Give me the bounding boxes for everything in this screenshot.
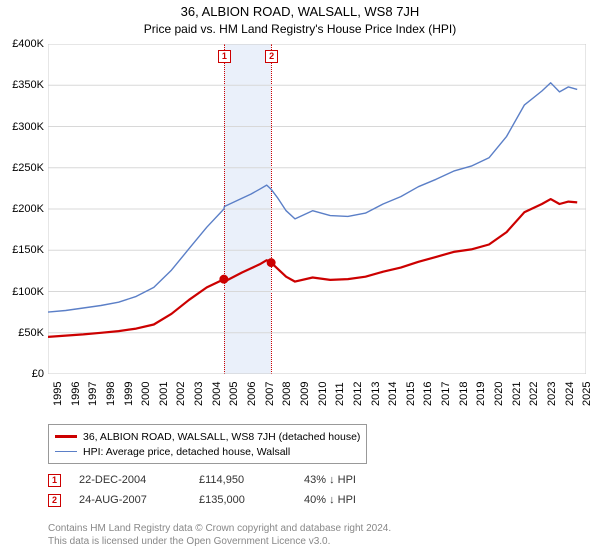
y-axis-label: £200K [0,203,44,215]
y-axis-label: £100K [0,286,44,298]
transaction-date: 24-AUG-2007 [79,494,199,506]
x-axis-label: 2019 [475,382,487,406]
x-axis-label: 2022 [528,382,540,406]
transaction-marker: 2 [48,494,61,507]
chart-title: 36, ALBION ROAD, WALSALL, WS8 7JH [0,4,600,19]
chart-plot-area: 12 [48,44,586,374]
x-axis-label: 2023 [546,382,558,406]
transaction-row: 2 24-AUG-2007£135,00040% ↓ HPI [48,490,394,510]
x-axis-label: 2005 [228,382,240,406]
marker-label-box: 1 [218,50,231,63]
x-axis-label: 2001 [158,382,170,406]
x-axis-label: 2000 [140,382,152,406]
transaction-marker: 1 [48,474,61,487]
transaction-price: £135,000 [199,494,304,506]
x-axis-label: 2017 [440,382,452,406]
x-axis-label: 2020 [493,382,505,406]
x-axis-label: 2008 [281,382,293,406]
marker-point [267,258,276,267]
x-axis-label: 2003 [193,382,205,406]
footer-attribution: Contains HM Land Registry data © Crown c… [48,522,391,548]
x-axis-label: 2015 [405,382,417,406]
legend-swatch [55,451,77,452]
x-axis-label: 2009 [299,382,311,406]
title-block: 36, ALBION ROAD, WALSALL, WS8 7JH Price … [0,0,600,36]
legend: 36, ALBION ROAD, WALSALL, WS8 7JH (detac… [48,424,367,464]
x-axis-label: 1999 [123,382,135,406]
transaction-price: £114,950 [199,474,304,486]
x-axis-label: 2024 [564,382,576,406]
y-axis-label: £250K [0,162,44,174]
y-axis-label: £0 [0,368,44,380]
x-axis-label: 2016 [422,382,434,406]
x-axis-label: 1996 [70,382,82,406]
transaction-hpi: 43% ↓ HPI [304,474,394,486]
x-axis-label: 1995 [52,382,64,406]
y-axis-label: £400K [0,38,44,50]
x-axis-label: 2002 [175,382,187,406]
marker-point [219,275,228,284]
x-axis-label: 2006 [246,382,258,406]
y-axis-label: £350K [0,79,44,91]
x-axis-label: 2004 [211,382,223,406]
chart-subtitle: Price paid vs. HM Land Registry's House … [0,22,600,36]
x-axis-label: 2010 [317,382,329,406]
footer-line-2: This data is licensed under the Open Gov… [48,535,391,548]
x-axis-label: 2021 [511,382,523,406]
footer-line-1: Contains HM Land Registry data © Crown c… [48,522,391,535]
x-axis-label: 2013 [370,382,382,406]
legend-label: HPI: Average price, detached house, Wals… [83,446,290,458]
y-axis-label: £50K [0,327,44,339]
y-axis-label: £150K [0,244,44,256]
x-axis-label: 2014 [387,382,399,406]
x-axis-label: 2007 [264,382,276,406]
legend-label: 36, ALBION ROAD, WALSALL, WS8 7JH (detac… [83,431,360,443]
x-axis-label: 2011 [334,382,346,406]
transaction-table: 1 22-DEC-2004£114,95043% ↓ HPI 2 24-AUG-200… [48,470,394,510]
legend-row: HPI: Average price, detached house, Wals… [55,444,360,459]
legend-row: 36, ALBION ROAD, WALSALL, WS8 7JH (detac… [55,429,360,444]
transaction-hpi: 40% ↓ HPI [304,494,394,506]
legend-swatch [55,435,77,437]
x-axis-label: 1997 [87,382,99,406]
transaction-date: 22-DEC-2004 [79,474,199,486]
x-axis-label: 1998 [105,382,117,406]
x-axis-label: 2018 [458,382,470,406]
x-axis-label: 2012 [352,382,364,406]
y-axis-label: £300K [0,121,44,133]
series-property [48,199,577,337]
marker-label-box: 2 [265,50,278,63]
x-axis-label: 2025 [581,382,593,406]
transaction-row: 1 22-DEC-2004£114,95043% ↓ HPI [48,470,394,490]
chart-svg [48,44,586,374]
